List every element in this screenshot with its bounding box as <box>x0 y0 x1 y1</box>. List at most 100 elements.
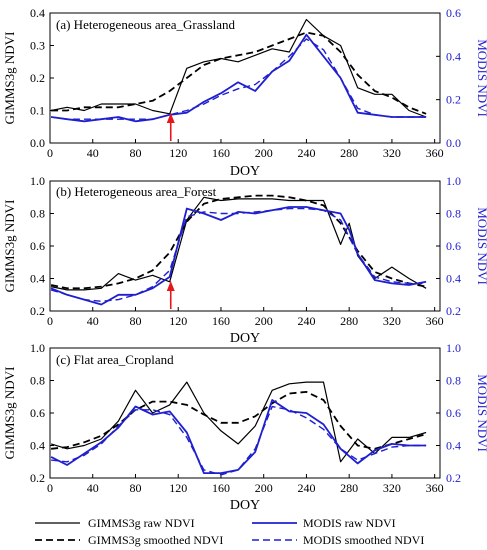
x-axis-label: DOY <box>230 498 260 513</box>
y2-ticks: 0.2 0.4 0.6 0.8 1.0 <box>436 174 461 318</box>
y-axis-label: GIMMS3g NDVI <box>2 200 17 293</box>
x-tick-label: 120 <box>169 314 187 328</box>
series-gimms3g-smoothed-ndvi <box>51 31 427 115</box>
x-tick-label: 120 <box>169 146 187 160</box>
x-ticks: 0 40 80 120 160 200 240 280 320 360 <box>47 474 444 495</box>
y-tick-label: 0.2 <box>30 471 45 485</box>
y-tick-label: 0.1 <box>30 104 45 118</box>
y2-tick-label: 0.2 <box>446 304 461 318</box>
legend-label-modis-smoothed: MODIS smoothed NDVI <box>303 533 424 547</box>
series-modis-raw-ndvi <box>50 33 427 123</box>
x-tick-label: 320 <box>383 481 401 495</box>
x-axis-label: DOY <box>230 164 260 179</box>
x-tick-label: 280 <box>340 481 358 495</box>
arrow-head <box>166 113 175 123</box>
x-tick-label: 200 <box>255 481 273 495</box>
x-tick-label: 360 <box>426 146 444 160</box>
y-tick-label: 0.4 <box>30 272 45 286</box>
series-lines <box>50 194 427 306</box>
y2-ticks: 0.2 0.4 0.6 0.8 1.0 <box>436 341 461 485</box>
onset-arrow <box>166 281 175 309</box>
x-tick-label: 240 <box>297 481 315 495</box>
panel-c: (c) Flat area_Cropland DOY GIMMS3g NDVI … <box>2 341 487 513</box>
y-tick-label: 0.6 <box>30 239 45 253</box>
legend-label-modis-raw: MODIS raw NDVI <box>303 516 396 530</box>
y2-tick-label: 0.6 <box>446 239 461 253</box>
x-tick-label: 240 <box>297 314 315 328</box>
series-modis-raw-ndvi <box>50 206 427 306</box>
legend-label-gimms-raw: GIMMS3g raw NDVI <box>88 516 195 530</box>
series-gimms3g-smoothed-ndvi <box>51 390 427 450</box>
x-tick-label: 40 <box>87 146 99 160</box>
y-tick-label: 0.6 <box>30 406 45 420</box>
y2-tick-label: 0.4 <box>446 439 461 453</box>
y2-ticks: 0.0 0.2 0.4 0.6 <box>436 6 461 150</box>
series-lines <box>50 381 427 476</box>
x-tick-label: 80 <box>129 481 141 495</box>
y-ticks: 0.2 0.4 0.6 0.8 1.0 <box>30 174 54 318</box>
panel-a: (a) Heterogeneous area_Grassland DOY GIM… <box>2 6 487 179</box>
y2-tick-label: 0.2 <box>446 93 461 107</box>
x-tick-label: 280 <box>340 146 358 160</box>
x-tick-label: 80 <box>129 146 141 160</box>
y2-axis-label: MODIS NDVI <box>475 39 487 117</box>
x-tick-label: 160 <box>212 314 230 328</box>
plot-frame <box>49 180 441 312</box>
panel-title: (c) Flat area_Cropland <box>56 352 174 367</box>
x-axis-label: DOY <box>230 331 260 346</box>
arrow-head <box>166 281 175 291</box>
y-ticks: 0.0 0.1 0.2 0.3 0.4 <box>30 6 54 150</box>
y2-tick-label: 0.4 <box>446 272 461 286</box>
x-tick-label: 0 <box>47 146 53 160</box>
x-ticks: 0 40 80 120 160 200 240 280 320 360 <box>47 307 444 328</box>
plot-frame <box>49 12 441 144</box>
y2-tick-label: 0.2 <box>446 471 461 485</box>
y-tick-label: 1.0 <box>30 341 45 355</box>
y2-tick-label: 0.0 <box>446 136 461 150</box>
y2-tick-label: 0.8 <box>446 207 461 221</box>
y-tick-label: 0.4 <box>30 439 45 453</box>
y-tick-label: 0.3 <box>30 39 45 53</box>
y2-axis-label: MODIS NDVI <box>475 374 487 452</box>
x-tick-label: 320 <box>383 146 401 160</box>
x-tick-label: 80 <box>129 314 141 328</box>
series-gimms3g-raw-ndvi <box>50 18 427 118</box>
x-tick-label: 0 <box>47 481 53 495</box>
series-modis-raw-ndvi <box>50 399 427 475</box>
x-tick-label: 160 <box>212 481 230 495</box>
y-tick-label: 0.4 <box>30 6 45 20</box>
y-axis-label: GIMMS3g NDVI <box>2 367 17 460</box>
y2-tick-label: 0.8 <box>446 374 461 388</box>
y-ticks: 0.2 0.4 0.6 0.8 1.0 <box>30 341 54 485</box>
panel-b: (b) Heterogeneous area_Forest DOY GIMMS3… <box>2 174 487 346</box>
y-axis-label: GIMMS3g NDVI <box>2 32 17 125</box>
y-tick-label: 0.2 <box>30 71 45 85</box>
legend-label-gimms-smoothed: GIMMS3g smoothed NDVI <box>88 533 223 547</box>
x-tick-label: 0 <box>47 314 53 328</box>
plot-frame <box>49 347 441 479</box>
y2-axis-label: MODIS NDVI <box>475 207 487 285</box>
x-tick-label: 160 <box>212 146 230 160</box>
legend: GIMMS3g raw NDVI GIMMS3g smoothed NDVI M… <box>35 516 424 547</box>
y2-tick-label: 0.6 <box>446 6 461 20</box>
y2-tick-label: 1.0 <box>446 341 461 355</box>
x-tick-label: 360 <box>426 314 444 328</box>
x-tick-label: 40 <box>87 481 99 495</box>
x-tick-label: 200 <box>255 146 273 160</box>
y-tick-label: 1.0 <box>30 174 45 188</box>
x-tick-label: 320 <box>383 314 401 328</box>
y-tick-label: 0.2 <box>30 304 45 318</box>
y2-tick-label: 1.0 <box>446 174 461 188</box>
x-tick-label: 40 <box>87 314 99 328</box>
series-gimms3g-smoothed-ndvi <box>50 194 427 290</box>
x-tick-label: 120 <box>169 481 187 495</box>
series-lines <box>50 18 427 123</box>
onset-arrow <box>166 113 175 141</box>
panel-title: (b) Heterogeneous area_Forest <box>56 184 217 199</box>
y-tick-label: 0.8 <box>30 374 45 388</box>
series-modis-smoothed-ndvi <box>51 38 427 120</box>
x-tick-label: 240 <box>297 146 315 160</box>
series-modis-smoothed-ndvi <box>51 405 427 476</box>
x-tick-label: 360 <box>426 481 444 495</box>
